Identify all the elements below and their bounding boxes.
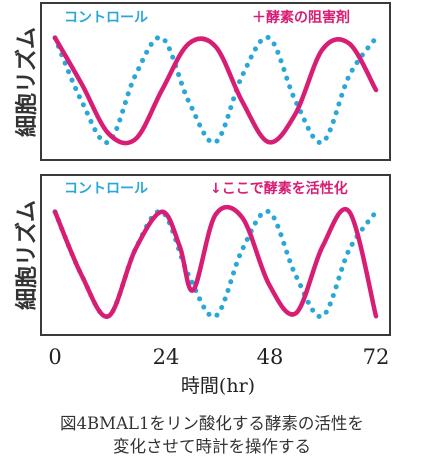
caption-line-1: 図4BMAL1をリン酸化する酵素の活性を xyxy=(60,414,364,433)
panel-frame-top xyxy=(40,2,391,161)
y-axis-label-bottom: 細胞リズム xyxy=(14,200,40,310)
y-axis-label-top: 細胞リズム xyxy=(14,27,40,137)
legend-inhibitor-top: ＋酵素の阻害剤 xyxy=(252,9,350,26)
legend-control-top: コントロール xyxy=(64,10,148,26)
x-tick-label: 24 xyxy=(153,345,180,369)
caption-line-2: 変化させて時計を操作する xyxy=(113,437,311,456)
series-layer-bottom xyxy=(52,204,379,319)
x-tick-label: 0 xyxy=(48,345,61,369)
panel-frame-bottom xyxy=(40,174,391,336)
x-axis-label: 時間(hr) xyxy=(181,375,255,397)
series-control-line-panel-0 xyxy=(52,34,379,145)
x-axis-ticks: 0 24 48 72 xyxy=(48,345,389,369)
legend-control-bottom: コントロール xyxy=(64,181,148,197)
chart-panel-bottom: 細胞リズム コントロール ↓ここで酵素を活性化 xyxy=(14,174,391,336)
x-tick-label: 72 xyxy=(363,345,390,369)
chart-panel-top: 細胞リズム コントロール ＋酵素の阻害剤 xyxy=(14,2,391,161)
legend-activation-bottom: ↓ここで酵素を活性化 xyxy=(210,180,348,197)
series-treatment-line-panel-1 xyxy=(52,204,379,319)
series-treatment-line-panel-0 xyxy=(52,35,379,146)
series-layer-top xyxy=(52,34,379,146)
x-tick-label: 48 xyxy=(257,345,284,369)
